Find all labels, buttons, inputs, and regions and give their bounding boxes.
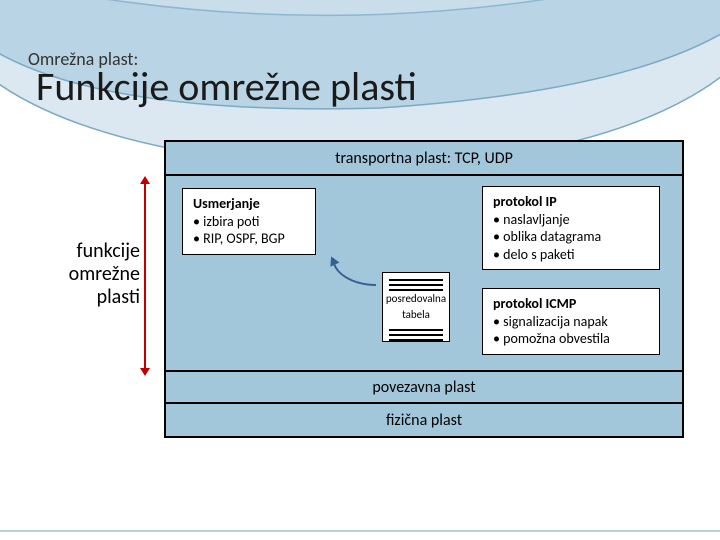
side-label-line: funkcije <box>54 240 140 263</box>
icmp-protocol-box: protokol ICMP • signalizacija napak • po… <box>482 288 660 355</box>
side-label-line: omrežne <box>54 263 140 286</box>
side-label-line: plasti <box>54 286 140 309</box>
table-lines-icon <box>383 323 449 341</box>
side-label: funkcije omrežne plasti <box>54 240 140 309</box>
routing-box: Usmerjanje • izbira poti • RIP, OSPF, BG… <box>182 188 316 255</box>
network-layer-area: Usmerjanje • izbira poti • RIP, OSPF, BG… <box>166 176 682 372</box>
ip-protocol-box: protokol IP • naslavljanje • oblika data… <box>482 186 660 270</box>
ip-bullet: • naslavljanje <box>493 211 649 229</box>
page-title: Funkcije omrežne plasti <box>36 62 417 111</box>
ip-title: protokol IP <box>493 193 649 211</box>
icmp-bullet: • signalizacija napak <box>493 313 649 331</box>
side-double-arrow <box>144 182 146 370</box>
physical-layer-text: fizična plast <box>386 411 462 430</box>
link-layer-row: povezavna plast <box>166 372 682 404</box>
table-label: posredovalna <box>383 291 449 307</box>
icmp-title: protokol ICMP <box>493 295 649 313</box>
table-lines-icon <box>383 273 449 291</box>
forwarding-table-icon: posredovalna tabela <box>382 272 450 342</box>
curve-arrow-icon <box>332 258 376 286</box>
ip-bullet: • oblika datagrama <box>493 228 649 246</box>
transport-layer-row: transportna plast: TCP, UDP <box>166 142 682 176</box>
routing-title: Usmerjanje <box>193 195 305 213</box>
transport-layer-text: transportna plast: TCP, UDP <box>335 149 513 168</box>
routing-bullet: • RIP, OSPF, BGP <box>193 230 305 248</box>
routing-bullet: • izbira poti <box>193 213 305 231</box>
physical-layer-row: fizična plast <box>166 404 682 438</box>
ip-bullet: • delo s paketi <box>493 246 649 264</box>
layer-diagram: transportna plast: TCP, UDP Usmerjanje •… <box>164 140 684 438</box>
icmp-bullet: • pomožna obvestila <box>493 330 649 348</box>
table-label: tabela <box>383 307 449 323</box>
footer-line <box>0 530 720 532</box>
link-layer-text: povezavna plast <box>372 378 475 397</box>
